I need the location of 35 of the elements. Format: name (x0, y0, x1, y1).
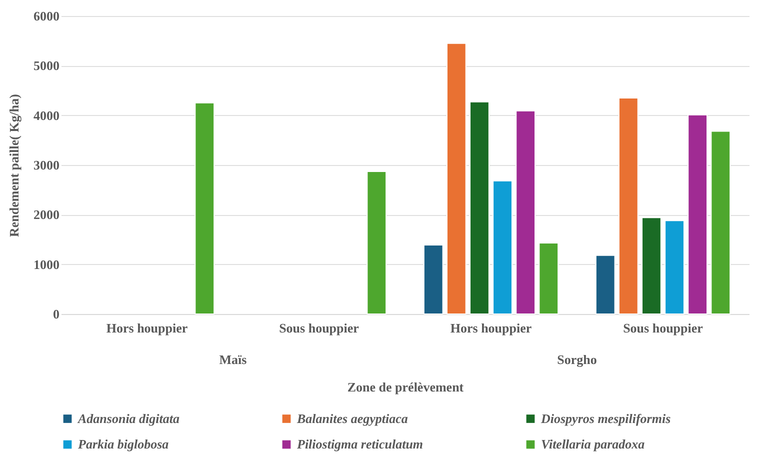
bar (446, 42, 466, 314)
y-tick-label: 0 (53, 306, 60, 322)
bar (194, 102, 215, 314)
y-tick-label: 5000 (34, 58, 60, 74)
bar (470, 101, 490, 314)
bar (664, 220, 684, 314)
bar (688, 114, 708, 314)
text: Sorgho (557, 352, 597, 367)
bar (618, 97, 638, 314)
bar (366, 170, 387, 314)
bar (492, 180, 512, 314)
y-tick-label: 2000 (34, 207, 60, 222)
y-tick-label: 4000 (34, 108, 60, 123)
bar (642, 217, 662, 314)
y-tick-label: 1000 (34, 256, 60, 272)
text: Maïs (219, 352, 247, 367)
legend-label: Balanites aegyptiaca (296, 410, 408, 426)
bar (595, 254, 616, 314)
x-tick-label: Hors houppier (450, 320, 532, 336)
bar (423, 244, 444, 314)
x-tick-label: Hors houppier (106, 320, 188, 336)
legend-label: Vitellaria paradoxa (541, 436, 646, 452)
x-axis-title: Zone de prélèvement (347, 380, 464, 394)
y-tick-label: 6000 (34, 8, 60, 24)
bar (710, 130, 731, 314)
legend-label: Diospyros mespiliformis (540, 410, 671, 426)
bar (538, 242, 559, 314)
y-tick-label: 3000 (34, 158, 60, 172)
y-axis-title: Rendement paille( Kg/ha) (6, 94, 22, 237)
bar (516, 110, 536, 314)
x-tick-label: Sous houppier (279, 320, 360, 336)
x-tick-label: Sous houppier (623, 320, 704, 336)
legend-label: Piliostigma reticulatum (297, 436, 424, 452)
legend-label: Parkia biglobosa (78, 436, 170, 452)
legend-label: Adansonia digitata (77, 410, 180, 426)
